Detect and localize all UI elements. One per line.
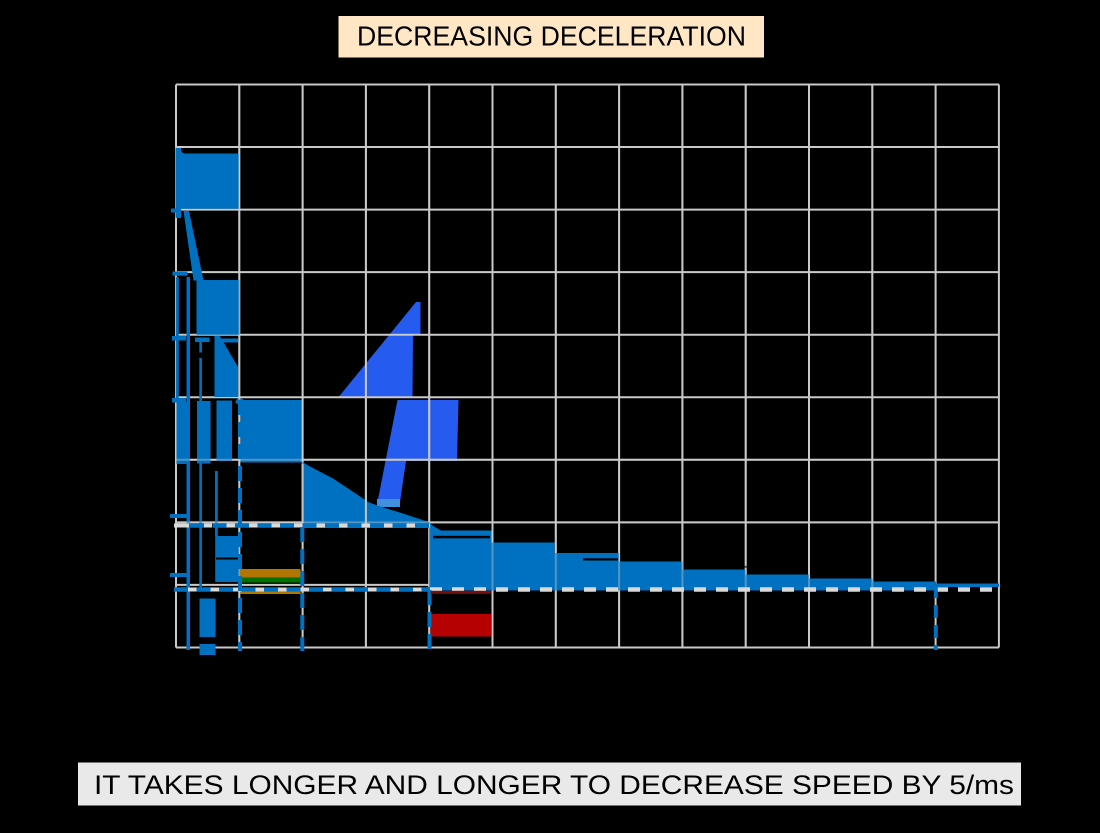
- svg-text:IT TAKES LONGER AND LONGER: IT TAKES LONGER AND LONGER TO DECREASE S…: [94, 770, 1014, 800]
- svg-text:DECREASING DECELERATION: DECREASING DECELERATION: [357, 21, 746, 52]
